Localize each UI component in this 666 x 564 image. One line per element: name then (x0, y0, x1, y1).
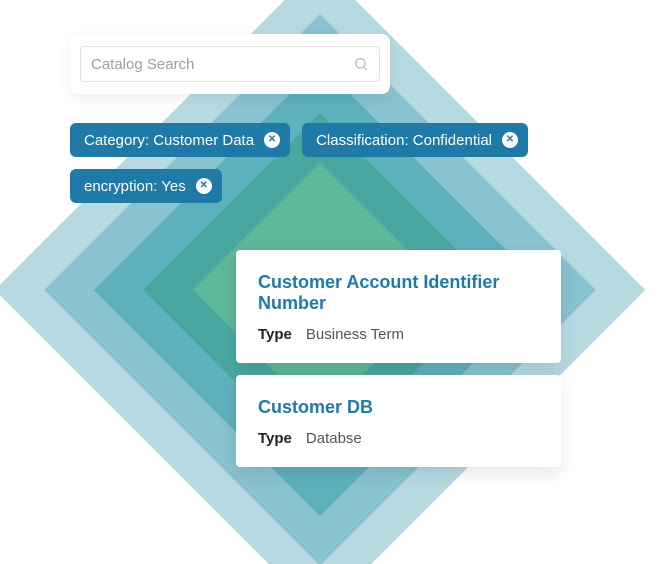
filter-chip-label: Classification: Confidential (316, 132, 492, 149)
filter-chip: Category: Customer Data ✕ (70, 123, 290, 157)
result-card[interactable]: Customer DB Type Databse (236, 375, 561, 467)
search-input-container (80, 46, 380, 82)
close-icon[interactable]: ✕ (264, 132, 280, 148)
filter-chips: Category: Customer Data✕Classification: … (70, 123, 550, 203)
filter-chip: encryption: Yes ✕ (70, 169, 222, 203)
result-title: Customer DB (258, 397, 539, 418)
result-type-value: Business Term (306, 326, 404, 343)
filter-chip-label: encryption: Yes (84, 178, 186, 195)
search-card (70, 34, 390, 94)
filter-chip-label: Category: Customer Data (84, 132, 254, 149)
result-meta: Type Business Term (258, 326, 539, 343)
result-title: Customer Account Identifier Number (258, 272, 539, 314)
result-type-value: Databse (306, 430, 362, 447)
search-results: Customer Account Identifier Number Type Bu… (236, 250, 561, 467)
result-meta: Type Databse (258, 430, 539, 447)
search-input[interactable] (91, 56, 353, 73)
filter-chip: Classification: Confidential ✕ (302, 123, 528, 157)
result-type-label: Type (258, 326, 292, 343)
close-icon[interactable]: ✕ (502, 132, 518, 148)
result-type-label: Type (258, 430, 292, 447)
search-icon[interactable] (353, 56, 369, 72)
result-card[interactable]: Customer Account Identifier Number Type Bu… (236, 250, 561, 363)
close-icon[interactable]: ✕ (196, 178, 212, 194)
